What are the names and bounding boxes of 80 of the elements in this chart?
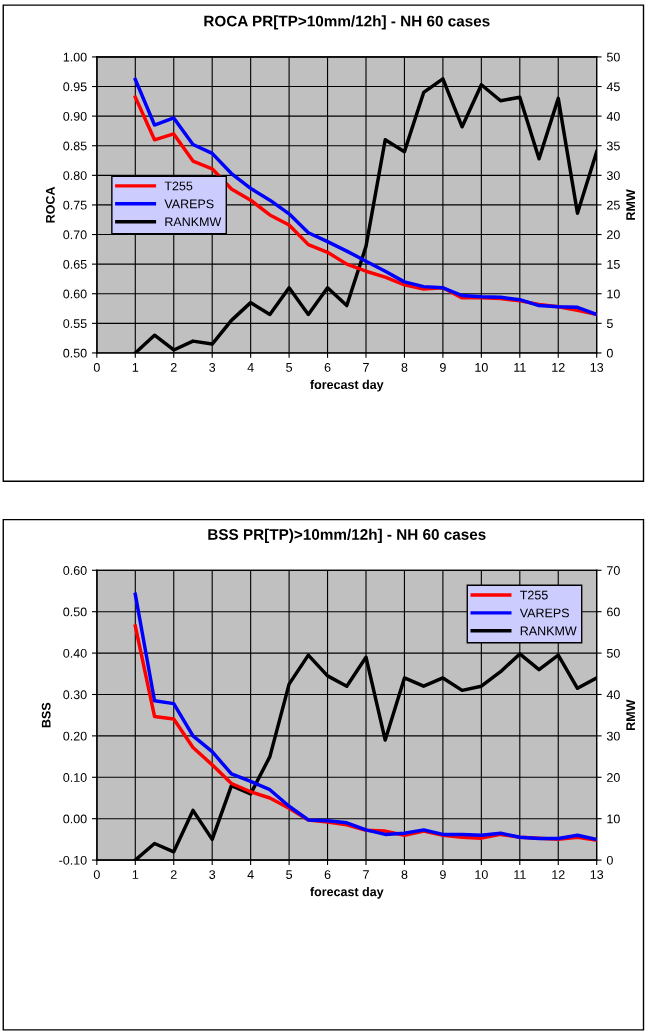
y-tick-label: 0.00 <box>63 814 87 824</box>
y-tick-label: 0.40 <box>63 648 87 658</box>
x-tick-label: 8 <box>401 870 408 879</box>
y-tick-label: 0.75 <box>63 200 87 210</box>
x-tick-label: 3 <box>209 362 216 372</box>
legend-label: RANKMW <box>165 217 222 227</box>
y2-axis-title: RMW <box>626 189 635 220</box>
legend-label: T255 <box>164 181 193 191</box>
x-tick-label: 4 <box>247 870 254 879</box>
x-tick-label: 2 <box>170 362 177 372</box>
x-tick-label: 0 <box>93 362 100 372</box>
x-tick-label: 9 <box>440 362 446 372</box>
y-tick-label: 0.55 <box>63 319 87 328</box>
y-tick-label: 0.95 <box>63 82 87 92</box>
y-tick-label: 0.50 <box>63 607 87 617</box>
y-tick-label: 0.30 <box>63 690 87 700</box>
y2-tick-label: 70 <box>607 566 620 575</box>
y-tick-label: 0.85 <box>63 141 87 151</box>
x-tick-label: 3 <box>209 870 216 879</box>
y2-axis-title: RMW <box>626 699 635 730</box>
y2-tick-label: 0 <box>606 348 613 358</box>
y2-tick-label: 10 <box>607 814 620 824</box>
y2-tick-label: 50 <box>606 648 620 658</box>
x-tick-label: 10 <box>475 870 488 879</box>
y-tick-label: 0.65 <box>63 259 87 269</box>
x-tick-label: 6 <box>324 362 331 372</box>
y2-tick-label: 45 <box>606 82 620 92</box>
x-tick-label: 10 <box>475 362 488 372</box>
legend-label: RANKMW <box>520 626 577 636</box>
x-tick-label: 12 <box>552 362 565 372</box>
y2-tick-label: 20 <box>607 773 620 782</box>
y-tick-label: 0.70 <box>63 230 87 240</box>
y-tick-label: 0.60 <box>63 566 87 575</box>
x-tick-label: 8 <box>401 362 408 372</box>
legend-label: VAREPS <box>519 608 569 618</box>
y2-tick-label: 60 <box>607 607 620 617</box>
y2-tick-label: 5 <box>606 319 613 328</box>
y-tick-label: 0.90 <box>63 111 87 121</box>
x-tick-label: 11 <box>514 363 526 372</box>
x-tick-label: 4 <box>247 363 254 372</box>
x-tick-label: 6 <box>324 870 331 879</box>
y-tick-label: 1.00 <box>63 52 87 62</box>
x-tick-label: 13 <box>590 362 604 372</box>
x-axis-title: forecast day <box>310 887 384 899</box>
y-tick-label: 0.50 <box>63 348 87 358</box>
y2-tick-label: 35 <box>606 141 620 151</box>
y-axis-title: BSS <box>41 702 51 728</box>
y2-tick-label: 30 <box>606 171 620 180</box>
y2-tick-label: 20 <box>607 230 620 240</box>
x-tick-label: 7 <box>363 870 369 879</box>
y2-tick-label: 40 <box>606 690 620 700</box>
legend-label: VAREPS <box>164 199 214 209</box>
x-axis-title: forecast day <box>310 379 384 392</box>
x-tick-label: 12 <box>552 870 565 879</box>
chart-title: BSS PR[TP)>10mm/12h] - NH 60 cases <box>208 528 486 543</box>
y2-tick-label: 40 <box>606 111 620 121</box>
x-tick-label: 2 <box>170 870 177 879</box>
x-tick-label: 5 <box>286 870 293 879</box>
y2-tick-label: 25 <box>607 200 620 210</box>
x-tick-label: 1 <box>132 363 139 372</box>
x-tick-label: 11 <box>514 870 526 879</box>
chart-title: ROCA PR[TP>10mm/12h] - NH 60 cases <box>204 15 490 30</box>
x-tick-label: 0 <box>93 870 100 879</box>
x-tick-label: 7 <box>363 363 369 372</box>
legend-label: T255 <box>520 590 548 600</box>
y2-tick-label: 0 <box>606 855 613 865</box>
y-axis-title: ROCA <box>45 186 55 223</box>
y-tick-label: 0.10 <box>63 773 87 782</box>
y-tick-label: 0.20 <box>63 731 87 741</box>
y2-tick-label: 30 <box>606 731 620 741</box>
y2-tick-label: 10 <box>607 289 620 299</box>
x-tick-label: 5 <box>286 363 293 372</box>
x-tick-label: 9 <box>440 870 446 879</box>
y-tick-label: 0.60 <box>63 289 87 299</box>
x-tick-label: 1 <box>132 870 139 879</box>
y-tick-label: -0.10 <box>59 855 87 865</box>
y-tick-label: 0.80 <box>63 171 87 180</box>
y2-tick-label: 15 <box>607 260 620 269</box>
x-tick-label: 13 <box>590 870 604 879</box>
y2-tick-label: 50 <box>606 52 620 62</box>
